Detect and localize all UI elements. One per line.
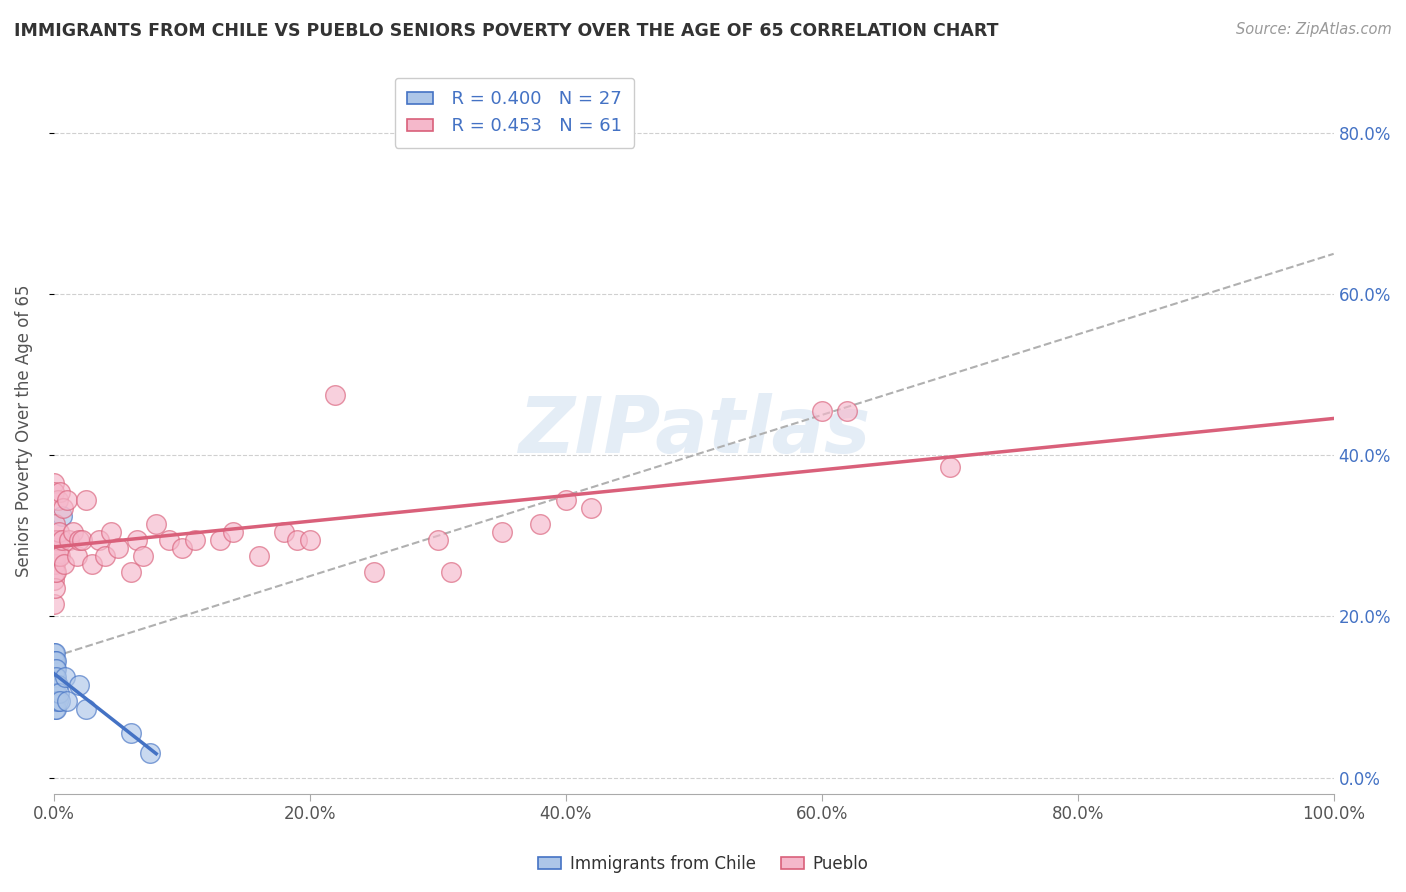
Point (120, 726, 142, 740)
Point (810, 404, 832, 418)
Point (62, 524, 84, 539)
Point (209, 533, 232, 547)
Point (139, 747, 162, 761)
Point (45, 686, 67, 700)
Point (42, 597, 65, 611)
Point (45, 694, 67, 708)
Point (45, 670, 67, 684)
Point (45, 654, 67, 668)
Point (44, 565, 66, 579)
Text: ZIPatlas: ZIPatlas (517, 393, 870, 469)
Point (247, 549, 270, 563)
Point (42, 654, 65, 668)
Point (49, 694, 72, 708)
Y-axis label: Seniors Poverty Over the Age of 65: Seniors Poverty Over the Age of 65 (15, 285, 32, 577)
Point (75, 702, 97, 716)
Point (44, 516, 66, 531)
Point (44, 654, 66, 668)
Point (48, 686, 70, 700)
Point (51, 508, 73, 523)
Point (325, 388, 347, 402)
Point (145, 516, 167, 531)
Point (44, 533, 66, 547)
Point (87, 533, 110, 547)
Point (439, 565, 461, 579)
Point (157, 533, 180, 547)
Point (837, 404, 859, 418)
Point (66, 549, 89, 563)
Point (70, 533, 93, 547)
Point (46, 533, 69, 547)
Point (100, 524, 122, 539)
Legend:   R = 0.400   N = 27,   R = 0.453   N = 61: R = 0.400 N = 27, R = 0.453 N = 61 (395, 78, 634, 148)
Point (42, 484, 65, 499)
Point (94, 549, 117, 563)
Point (938, 460, 960, 475)
Point (51, 533, 73, 547)
Point (67, 533, 90, 547)
Point (44, 646, 66, 660)
Point (55, 492, 77, 507)
Point (53, 557, 76, 571)
Point (42, 646, 65, 660)
Point (222, 524, 245, 539)
Point (45, 702, 67, 716)
Point (170, 541, 193, 555)
Point (45, 565, 67, 579)
Point (49, 549, 72, 563)
Point (45, 662, 67, 676)
Point (183, 533, 205, 547)
Point (42, 541, 65, 555)
Point (44, 662, 66, 676)
Point (426, 533, 449, 547)
Point (46, 492, 69, 507)
Point (554, 492, 576, 507)
Point (44, 702, 66, 716)
Point (44, 694, 66, 708)
Point (42, 476, 65, 491)
Point (491, 524, 513, 539)
Legend: Immigrants from Chile, Pueblo: Immigrants from Chile, Pueblo (531, 848, 875, 880)
Point (46, 678, 69, 692)
Point (58, 533, 80, 547)
Point (125, 533, 148, 547)
Point (298, 533, 321, 547)
Point (42, 573, 65, 587)
Point (581, 500, 603, 515)
Point (46, 694, 69, 708)
Point (42, 549, 65, 563)
Point (53, 670, 76, 684)
Point (44, 581, 66, 595)
Point (120, 565, 142, 579)
Point (44, 541, 66, 555)
Point (48, 549, 70, 563)
Text: Source: ZipAtlas.com: Source: ZipAtlas.com (1236, 22, 1392, 37)
Point (49, 484, 72, 499)
Point (52, 500, 75, 515)
Point (285, 533, 308, 547)
Point (67, 678, 90, 692)
Point (363, 565, 385, 579)
Point (107, 541, 129, 555)
Point (273, 524, 295, 539)
Point (42, 533, 65, 547)
Text: IMMIGRANTS FROM CHILE VS PUEBLO SENIORS POVERTY OVER THE AGE OF 65 CORRELATION C: IMMIGRANTS FROM CHILE VS PUEBLO SENIORS … (14, 22, 998, 40)
Point (45, 549, 67, 563)
Point (44, 670, 66, 684)
Point (45, 533, 67, 547)
Point (44, 678, 66, 692)
Point (48, 524, 70, 539)
Point (529, 516, 551, 531)
Point (132, 549, 155, 563)
Point (82, 557, 104, 571)
Point (44, 686, 66, 700)
Point (44, 557, 66, 571)
Point (75, 492, 97, 507)
Point (55, 694, 77, 708)
